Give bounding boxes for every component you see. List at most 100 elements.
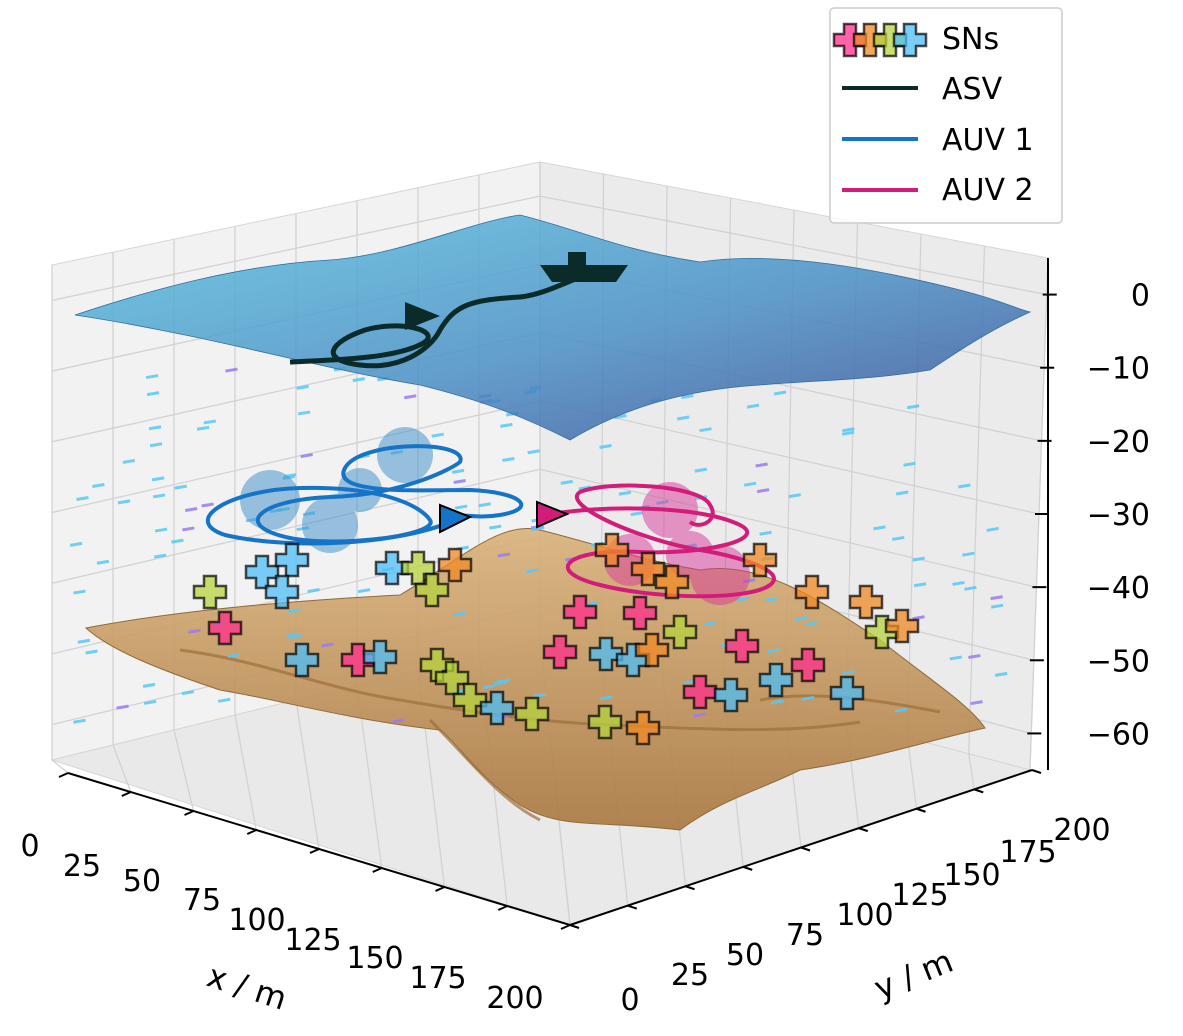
current-arrow (500, 422, 513, 428)
sensor-node-marker (794, 574, 830, 610)
sensor-node-marker (587, 704, 623, 740)
legend-label-auv2: AUV 2 (942, 173, 1034, 208)
z-tick-label: 0 (1131, 279, 1150, 314)
current-arrow (148, 425, 162, 431)
sensor-node-marker (514, 696, 550, 732)
legend-label-auv1: AUV 1 (942, 123, 1034, 158)
y-tick-label: 0 (620, 983, 639, 1018)
x-tick (58, 772, 69, 778)
current-arrow (152, 493, 166, 499)
gridline-floor-x (51, 759, 69, 774)
current-arrow (307, 588, 320, 593)
current-arrow (77, 638, 91, 644)
current-arrow (96, 559, 110, 565)
sensor-node-marker (662, 614, 698, 650)
current-arrow (599, 695, 613, 701)
current-arrow (297, 410, 311, 416)
z-tick-label: −50 (1087, 644, 1150, 679)
z-tick-label: −10 (1087, 352, 1150, 387)
auv1-coverage-spheres (240, 427, 433, 553)
gridline-floor-y (906, 737, 918, 809)
legend-label-asv: ASV (942, 72, 1003, 107)
sea-surface (74, 214, 1032, 441)
sensor-node-marker (452, 682, 488, 718)
x-tick (372, 867, 383, 873)
current-arrow (949, 655, 963, 661)
gridline-floor-x (295, 699, 320, 850)
current-arrow (841, 430, 855, 436)
x-tick (246, 829, 257, 835)
current-arrow (497, 678, 511, 684)
current-arrow (894, 707, 908, 713)
current-arrow (225, 367, 238, 373)
y-tick-label: 100 (836, 898, 893, 933)
y-tick (973, 788, 984, 794)
sensor-node-marker (414, 572, 450, 608)
current-arrow (145, 374, 159, 380)
y-tick-label: 125 (891, 878, 948, 913)
current-arrow (994, 671, 1008, 677)
current-arrow (770, 699, 784, 705)
current-arrow (693, 712, 706, 718)
y-tick (742, 865, 753, 871)
current-arrow (174, 484, 188, 490)
current-arrow (488, 524, 502, 530)
sensor-node-marker (634, 632, 670, 668)
legend: SNs ASV AUV 1 AUV 2 (829, 7, 1063, 224)
x-tick-label: 75 (183, 883, 221, 918)
auv1-heading-arrow (439, 503, 473, 534)
current-arrow (149, 442, 163, 448)
current-arrow (116, 704, 129, 710)
current-arrow (986, 526, 999, 532)
sensor-node-marker (742, 542, 778, 578)
y-tick (569, 924, 580, 929)
current-arrow (184, 507, 198, 512)
current-arrow (76, 496, 89, 502)
current-arrow (494, 680, 507, 686)
legend-box (829, 7, 1063, 224)
current-arrow (614, 413, 627, 419)
x-tick-label: 25 (63, 849, 101, 884)
current-arrow (990, 603, 1004, 609)
current-arrow (201, 502, 214, 508)
current-arrow (618, 490, 632, 496)
sensor-node-marker (284, 642, 320, 678)
current-arrow (788, 493, 801, 499)
sensor-node-marker (758, 662, 794, 698)
current-arrow (952, 580, 965, 586)
current-arrow (801, 695, 815, 701)
current-arrow (227, 653, 241, 659)
y-tick (858, 827, 869, 833)
sensor-node-marker (588, 636, 624, 672)
current-arrow (482, 684, 496, 690)
current-arrow (630, 511, 644, 517)
current-arrow (873, 525, 886, 531)
current-arrow (203, 419, 217, 425)
current-arrow (842, 670, 855, 676)
sensor-node-marker (848, 584, 884, 620)
sensor-node-marker (884, 608, 920, 644)
current-arrow (196, 425, 210, 431)
sensor-node-marker (207, 610, 243, 646)
x-tick (435, 886, 445, 892)
current-arrow (392, 718, 405, 724)
z-tick-label: −30 (1087, 498, 1150, 533)
gridline-floor-x (234, 714, 257, 831)
seabed-surface (84, 528, 986, 831)
legend-label-sns: SNs (942, 22, 999, 57)
current-arrow (453, 478, 466, 484)
current-arrow (85, 649, 98, 655)
y-axis-label: y / m (869, 942, 959, 1008)
gridline-floor-x (112, 744, 132, 793)
current-arrow (743, 481, 757, 487)
current-arrow (736, 596, 750, 602)
asv-heading-arrow (405, 302, 440, 330)
current-arrow (681, 394, 694, 400)
current-arrow (142, 682, 156, 688)
auv2-heading-arrow (536, 500, 570, 529)
sensor-node-marker (362, 639, 398, 675)
current-arrow (153, 553, 167, 559)
x-tick-label: 125 (284, 923, 341, 958)
current-arrow (560, 479, 574, 485)
